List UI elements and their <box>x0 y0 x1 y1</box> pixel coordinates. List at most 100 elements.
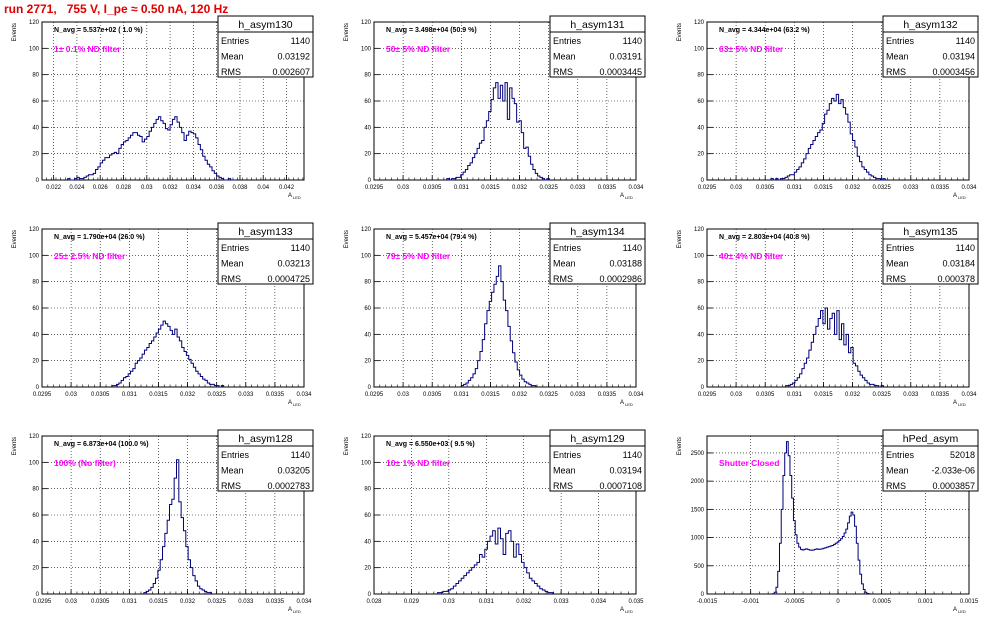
y-tick-label: 40 <box>32 332 39 338</box>
x-axis-label: A <box>288 607 292 613</box>
navg-label: N_avg = 6.873e+04 (100.0 %) <box>54 441 149 448</box>
x-tick-label: 0.034 <box>628 185 644 191</box>
x-axis-label: A <box>620 400 624 406</box>
y-tick-label: 100 <box>361 460 372 466</box>
stats-value: 0.03192 <box>277 52 310 62</box>
stats-box <box>549 429 646 492</box>
x-tick-label: 0.042 <box>279 185 295 191</box>
stats-label: Entries <box>886 450 915 460</box>
stats-value: 0.03194 <box>942 52 975 62</box>
stats-box <box>882 429 979 492</box>
x-tick-label: 0.035 <box>628 599 644 605</box>
y-tick-label: 80 <box>364 487 371 493</box>
x-axis-label-sub: LED <box>625 195 633 200</box>
stats-value: 1140 <box>291 243 310 253</box>
x-tick-label: 0.03 <box>141 185 153 191</box>
y-tick-label: 40 <box>697 125 704 131</box>
x-tick-label: 0.0315 <box>814 185 833 191</box>
stats-value: -2.033e-06 <box>931 466 975 476</box>
stats-box <box>549 15 646 78</box>
stats-label: Mean <box>221 52 244 62</box>
x-tick-label: 0.0295 <box>33 599 52 605</box>
y-axis-label: Events <box>344 230 350 248</box>
y-axis-label: Events <box>12 23 18 41</box>
y-tick-label: 60 <box>697 99 704 105</box>
stats-value: 0.000378 <box>937 274 975 284</box>
histogram-series <box>460 265 537 387</box>
x-tick-label: -0.0015 <box>697 599 718 605</box>
x-tick-label: 0.028 <box>116 185 132 191</box>
page-title: run 2771, 755 V, I_pe ≈ 0.50 nA, 120 Hz <box>4 2 229 16</box>
x-tick-label: 0.033 <box>570 185 586 191</box>
navg-label: N_avg = 2.803e+04 (40.8 %) <box>719 234 810 241</box>
navg-label: N_avg = 4.344e+04 (63.2 %) <box>719 27 810 34</box>
stats-label: Mean <box>553 466 576 476</box>
stats-label: Mean <box>553 52 576 62</box>
y-tick-label: 80 <box>32 73 39 79</box>
y-tick-label: 20 <box>32 152 39 158</box>
stats-label: Entries <box>886 36 915 46</box>
x-tick-label: 0.031 <box>787 392 803 398</box>
x-tick-label: 0.0295 <box>698 185 717 191</box>
filter-label: 100% (No filter) <box>54 458 116 468</box>
y-tick-label: 100 <box>694 253 705 259</box>
x-tick-label: 0.022 <box>46 185 62 191</box>
x-tick-label: 0.033 <box>554 599 570 605</box>
y-tick-label: 1500 <box>691 507 705 513</box>
histogram-name: h_asym129 <box>570 433 624 445</box>
x-tick-label: 0.03 <box>65 392 77 398</box>
x-tick-label: 0.032 <box>845 185 861 191</box>
x-tick-label: 0.033 <box>238 599 254 605</box>
x-tick-label: 0.033 <box>903 392 919 398</box>
y-tick-label: 120 <box>361 434 372 440</box>
x-tick-label: 0.03 <box>730 392 742 398</box>
x-tick-label: 0.0325 <box>207 392 226 398</box>
x-tick-label: 0.031 <box>454 185 470 191</box>
stats-label: Entries <box>221 450 250 460</box>
x-tick-label: 0.0295 <box>365 392 384 398</box>
x-tick-label: 0.03 <box>65 599 77 605</box>
y-tick-label: 40 <box>364 125 371 131</box>
y-tick-label: 80 <box>697 73 704 79</box>
stats-box <box>549 222 646 285</box>
x-axis-label: A <box>953 400 957 406</box>
x-tick-label: 0.0305 <box>423 185 442 191</box>
x-tick-label: 0.033 <box>238 392 254 398</box>
stats-label: RMS <box>553 67 573 77</box>
stats-label: RMS <box>886 274 906 284</box>
stats-label: RMS <box>553 274 573 284</box>
x-tick-label: 0.0325 <box>207 599 226 605</box>
stats-label: Mean <box>886 466 909 476</box>
x-axis-label: A <box>288 400 292 406</box>
stats-value: 0.0002783 <box>267 481 310 491</box>
y-tick-label: 40 <box>32 539 39 545</box>
y-tick-label: 60 <box>32 99 39 105</box>
y-tick-label: 0 <box>36 385 40 391</box>
histogram-panel-h_asym135: 0.0295 0.03 0.0305 0.031 0.0315 0.032 0.0325 0.… <box>677 222 979 407</box>
x-axis-label-sub: LED <box>958 195 966 200</box>
x-tick-label: 0.032 <box>512 392 528 398</box>
x-tick-label: 0.031 <box>454 392 470 398</box>
y-tick-label: 20 <box>32 566 39 572</box>
y-tick-label: 120 <box>29 434 40 440</box>
stats-value: 0.03205 <box>277 466 310 476</box>
x-axis-label-sub: LED <box>293 195 301 200</box>
stats-label: Mean <box>221 259 244 269</box>
stats-value: 1140 <box>623 243 642 253</box>
x-tick-label: 0.0295 <box>698 392 717 398</box>
stats-label: Mean <box>553 259 576 269</box>
stats-label: RMS <box>553 481 573 491</box>
y-tick-label: 120 <box>694 20 705 26</box>
filter-label: 1± 0.1% ND filter <box>54 44 121 54</box>
x-tick-label: 0.0325 <box>872 392 891 398</box>
x-tick-label: 0.031 <box>122 599 138 605</box>
y-tick-label: 100 <box>694 46 705 52</box>
y-tick-label: 60 <box>364 306 371 312</box>
stats-value: 1140 <box>291 36 310 46</box>
navg-label: N_avg = 3.498e+04 (50.9 %) <box>386 27 477 34</box>
y-axis-label: Events <box>12 230 18 248</box>
x-tick-label: 0.034 <box>296 392 312 398</box>
x-tick-label: 0.032 <box>163 185 179 191</box>
x-tick-label: 0.0325 <box>539 185 558 191</box>
histogram-panel-h_asym133: 0.0295 0.03 0.0305 0.031 0.0315 0.032 0.0325 0.… <box>12 222 314 407</box>
